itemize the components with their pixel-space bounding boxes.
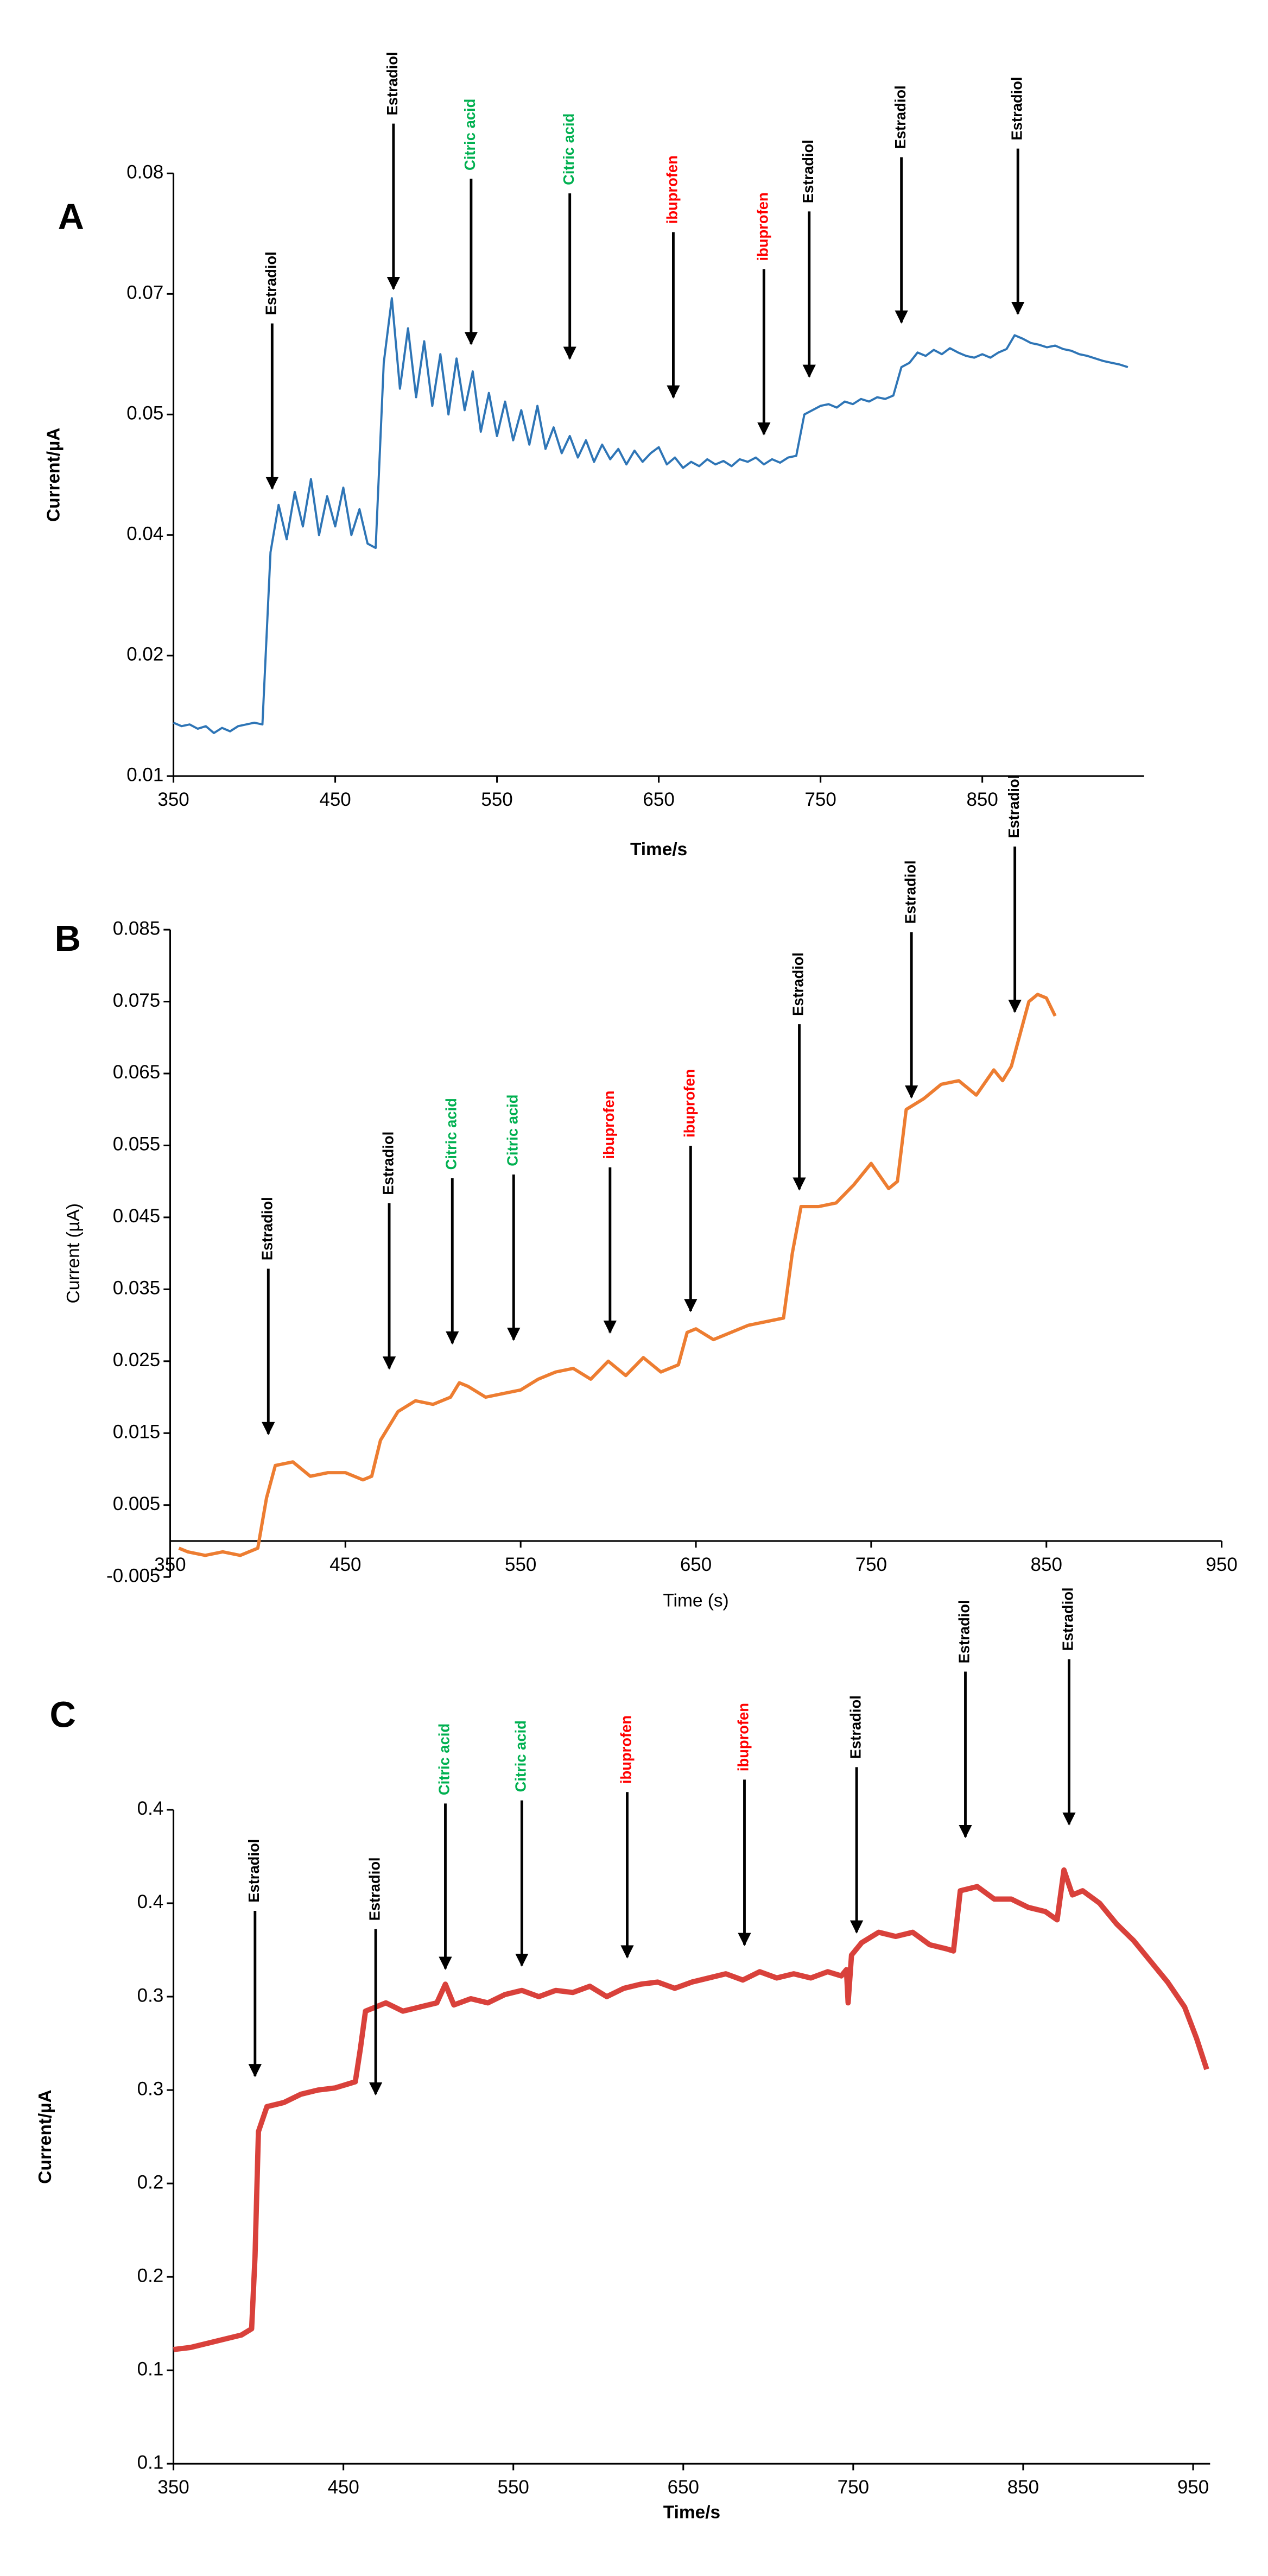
x-tick-label: 550 (505, 1554, 536, 1575)
annotation-label: ibuprofen (735, 1703, 752, 1771)
y-tick-label: 0.1 (137, 2452, 164, 2473)
x-axis-title: Time (s) (663, 1591, 728, 1611)
annotation-label: Estradiol (892, 85, 909, 149)
annotation-label: Estradiol (1008, 77, 1025, 140)
annotation-label: ibuprofen (664, 155, 681, 224)
annotation-label: Citric acid (461, 99, 478, 171)
x-tick-label: 850 (966, 789, 998, 810)
y-tick-label: 0.08 (126, 162, 163, 183)
x-tick-label: 850 (1007, 2477, 1039, 2498)
y-tick-label: 0.065 (113, 1062, 161, 1083)
data-line (173, 297, 1128, 734)
x-tick-label: 750 (855, 1554, 887, 1575)
annotation-label: ibuprofen (681, 1069, 698, 1138)
annotation-label: Citric acid (560, 113, 577, 185)
annotation-label: Estradiol (790, 952, 807, 1016)
y-tick-label: 0.02 (126, 644, 163, 665)
annotation-label: ibuprofen (618, 1715, 635, 1784)
y-axis-title: Current/µA (35, 2089, 55, 2183)
x-tick-label: 650 (680, 1554, 712, 1575)
annotation-label: Estradiol (956, 1600, 973, 1663)
x-tick-label: 750 (838, 2477, 869, 2498)
y-tick-label: 0.4 (137, 1891, 164, 1912)
y-tick-label: 0.075 (113, 990, 161, 1011)
x-tick-label: 350 (157, 789, 189, 810)
y-tick-label: 0.2 (137, 2265, 164, 2286)
y-tick-label: 0.3 (137, 2078, 164, 2099)
annotation-label: Estradiol (1060, 1587, 1076, 1651)
y-tick-label: 0.4 (137, 1798, 164, 1819)
y-tick-label: -0.005 (106, 1565, 160, 1586)
y-tick-label: 0.01 (126, 765, 163, 786)
y-tick-label: 0.3 (137, 1985, 164, 2006)
y-tick-label: 0.005 (113, 1493, 161, 1514)
y-tick-label: 0.2 (137, 2171, 164, 2193)
annotation-label: Estradiol (1005, 775, 1022, 838)
annotation-label: Estradiol (263, 251, 280, 315)
annotation-label: Estradiol (259, 1197, 276, 1260)
annotation-label: Citric acid (443, 1098, 460, 1170)
x-tick-label: 450 (327, 2477, 359, 2498)
x-tick-label: 650 (643, 789, 674, 810)
y-tick-label: 0.05 (126, 403, 163, 424)
annotation-label: Estradiol (902, 860, 918, 924)
x-tick-label: 350 (157, 2477, 189, 2498)
x-tick-label: 750 (804, 789, 836, 810)
y-tick-label: 0.085 (113, 918, 161, 939)
annotation-label: ibuprofen (600, 1090, 617, 1159)
annotation-label: Citric acid (436, 1723, 453, 1795)
y-tick-label: 0.04 (126, 523, 163, 545)
x-tick-label: 650 (668, 2477, 699, 2498)
annotation-label: Estradiol (847, 1695, 864, 1759)
y-tick-label: 0.025 (113, 1349, 161, 1371)
annotation-label: Citric acid (512, 1720, 529, 1792)
x-tick-label: 850 (1031, 1554, 1062, 1575)
y-tick-label: 0.055 (113, 1134, 161, 1155)
y-axis-title: Current (µA) (64, 1203, 84, 1304)
x-tick-label: 950 (1206, 1554, 1237, 1575)
panel-label: A (58, 197, 84, 237)
x-tick-label: 550 (481, 789, 512, 810)
x-axis-title: Time/s (663, 2502, 720, 2522)
y-axis-title: Current/µA (43, 428, 64, 522)
x-axis-title: Time/s (630, 839, 687, 860)
annotation-label: Estradiol (800, 140, 816, 203)
data-line (173, 1867, 1209, 2352)
annotation-label: ibuprofen (755, 192, 771, 261)
annotation-label: Estradiol (379, 1132, 396, 1195)
panel-label: C (49, 1694, 75, 1735)
x-tick-label: 550 (498, 2477, 529, 2498)
annotation-label: Estradiol (245, 1839, 262, 1903)
x-tick-label: 450 (319, 789, 351, 810)
y-tick-label: 0.045 (113, 1205, 161, 1227)
annotation-label: Estradiol (384, 52, 401, 115)
data-line (178, 993, 1057, 1557)
annotation-label: Citric acid (504, 1094, 521, 1166)
y-tick-label: 0.015 (113, 1422, 161, 1443)
x-tick-label: 350 (154, 1554, 186, 1575)
y-tick-label: 0.1 (137, 2358, 164, 2379)
y-tick-label: 0.035 (113, 1278, 161, 1299)
panel-label: B (55, 918, 81, 959)
x-tick-label: 450 (329, 1554, 361, 1575)
y-tick-label: 0.07 (126, 282, 163, 304)
x-tick-label: 950 (1177, 2477, 1209, 2498)
annotation-label: Estradiol (366, 1857, 383, 1921)
